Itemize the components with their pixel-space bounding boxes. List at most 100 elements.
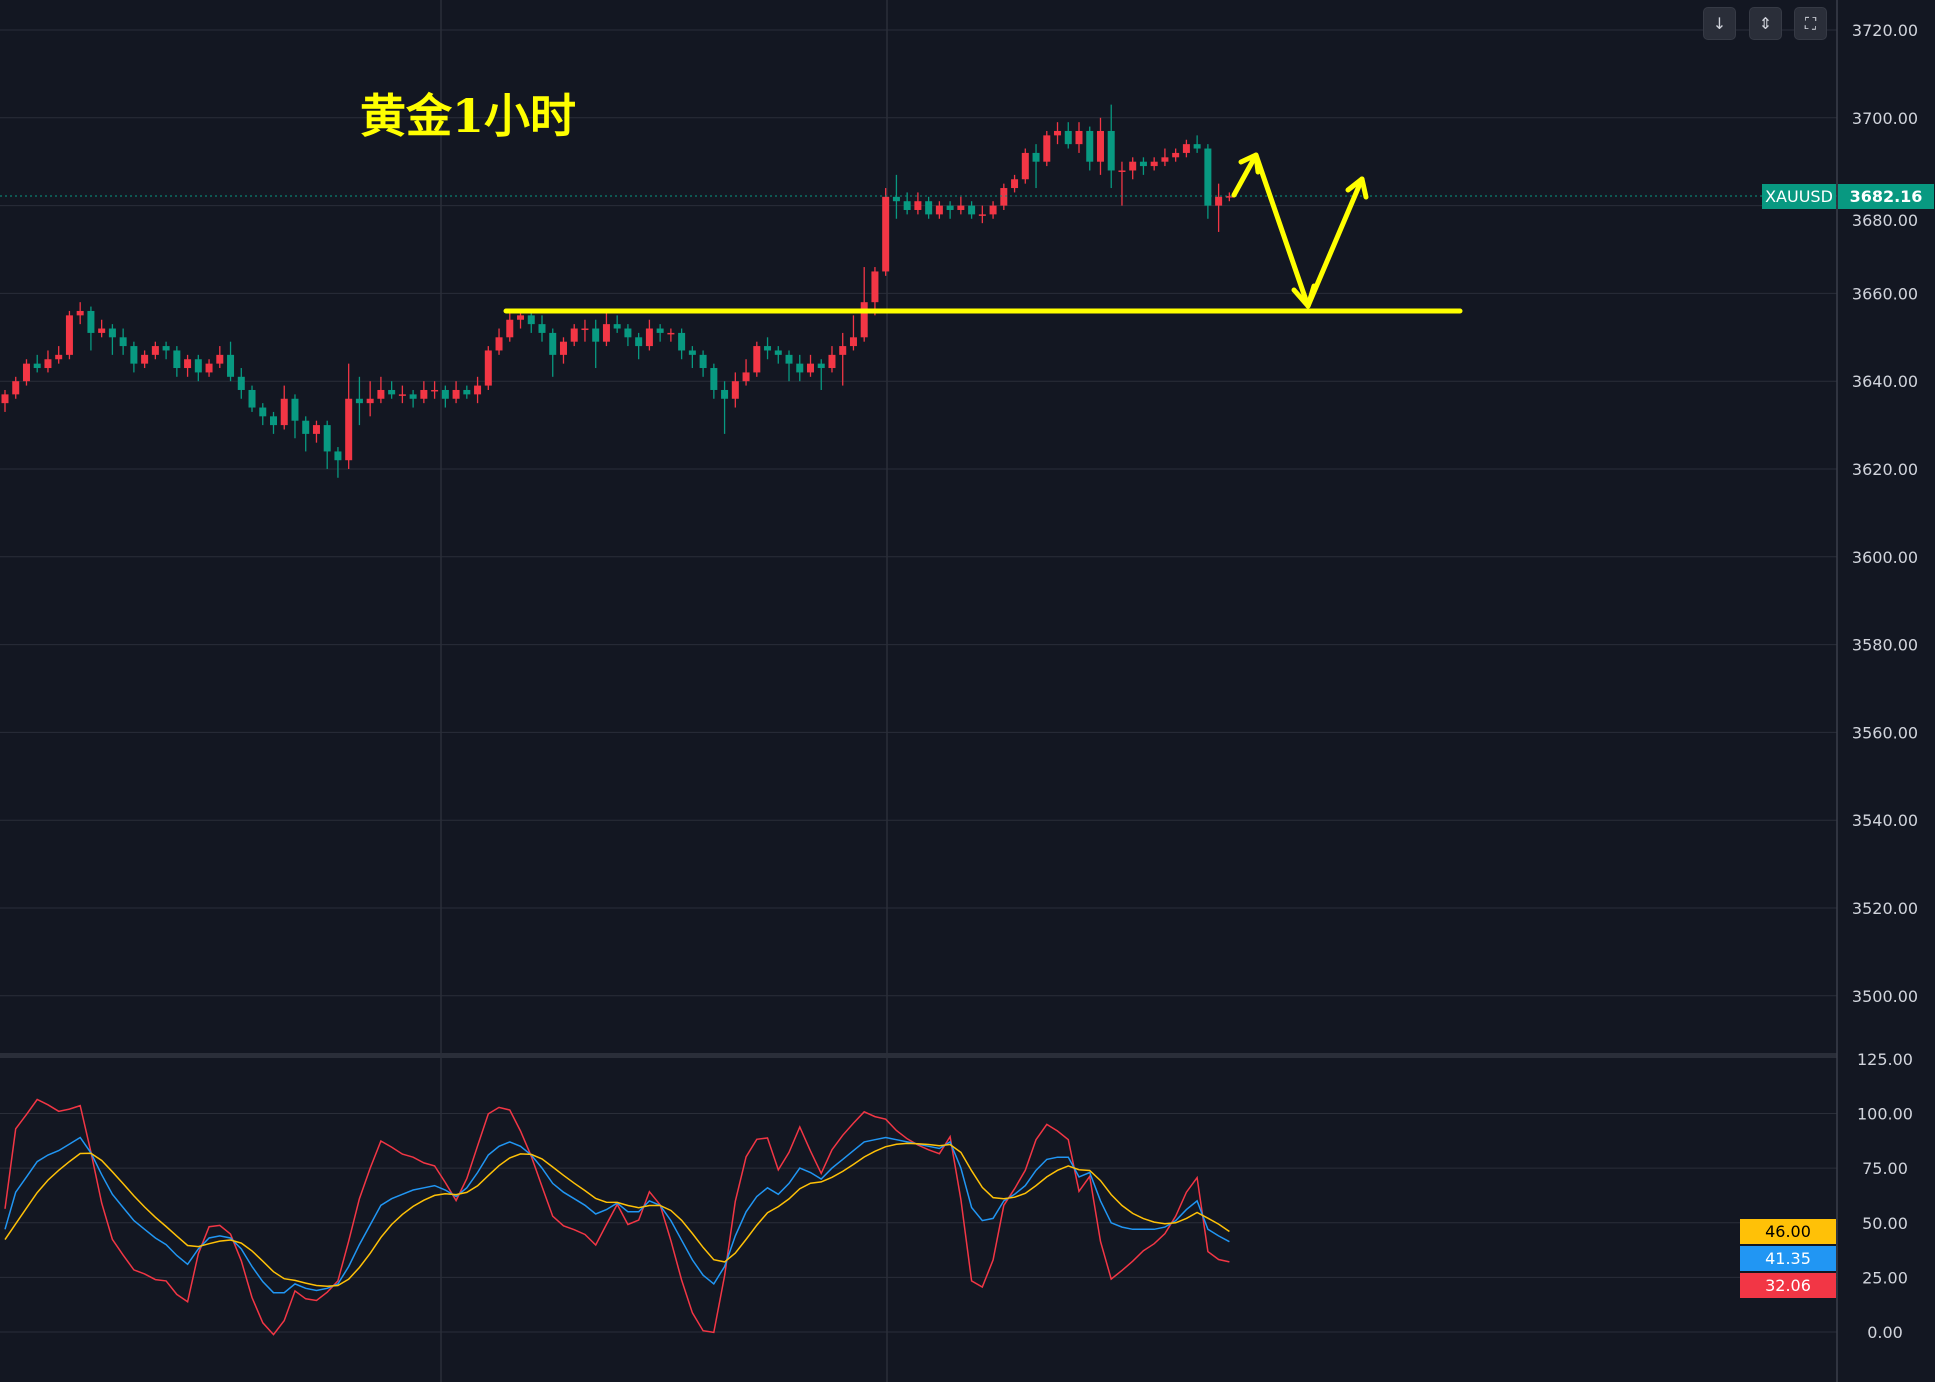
candle-body bbox=[1054, 130, 1062, 136]
candle bbox=[1150, 157, 1158, 171]
candle bbox=[420, 381, 428, 404]
candle bbox=[495, 328, 503, 355]
candle-body bbox=[656, 328, 664, 333]
candle-body bbox=[398, 394, 406, 396]
price-axis-bg[interactable] bbox=[1837, 0, 1935, 1382]
arrowhead-up-1 bbox=[1238, 152, 1261, 175]
collapse-panes-button[interactable]: ⇕ bbox=[1749, 7, 1782, 40]
candle-body bbox=[1075, 130, 1083, 145]
oscillator-lines bbox=[4, 1098, 1230, 1336]
candle bbox=[957, 196, 965, 215]
oscillator-tick-label: 125.00 bbox=[1857, 1050, 1913, 1069]
candle-body bbox=[549, 332, 557, 355]
candle bbox=[1161, 148, 1169, 167]
candle-body bbox=[388, 389, 396, 395]
symbol-tag: XAUUSD bbox=[1762, 184, 1836, 209]
candle-body bbox=[699, 354, 707, 369]
candle bbox=[946, 201, 954, 219]
drawing-annotations[interactable] bbox=[503, 152, 1463, 314]
j-line bbox=[4, 1098, 1230, 1336]
candle-body bbox=[1032, 152, 1040, 162]
candle bbox=[194, 354, 202, 382]
candle bbox=[1215, 183, 1223, 232]
candle-body bbox=[162, 346, 170, 351]
candle-body bbox=[592, 328, 600, 342]
candle bbox=[581, 319, 589, 342]
k-value-tag: 41.35 bbox=[1740, 1246, 1836, 1271]
candle-body bbox=[731, 381, 739, 399]
candle bbox=[849, 315, 857, 351]
price-tick-label: 3640.00 bbox=[1852, 372, 1918, 391]
candle-body bbox=[495, 337, 503, 351]
candle bbox=[903, 192, 911, 215]
candle bbox=[334, 447, 342, 478]
candle bbox=[119, 328, 127, 355]
price-tick-label: 3580.00 bbox=[1852, 636, 1918, 655]
price-tick-label: 3660.00 bbox=[1852, 284, 1918, 303]
candle-body bbox=[903, 201, 911, 210]
candle bbox=[764, 337, 772, 360]
candle-body bbox=[1064, 130, 1072, 145]
candle-body bbox=[753, 346, 761, 373]
candle bbox=[1139, 157, 1147, 175]
candle-body bbox=[270, 416, 277, 426]
candle bbox=[377, 376, 385, 404]
fullscreen-icon: ⛶ bbox=[1804, 13, 1817, 33]
candle-body bbox=[517, 315, 525, 320]
candle bbox=[667, 328, 675, 342]
candle bbox=[882, 188, 890, 276]
candle bbox=[22, 359, 30, 386]
candle-body bbox=[98, 328, 106, 333]
candle-body bbox=[688, 350, 696, 355]
candle-body bbox=[1204, 148, 1212, 206]
candle bbox=[1172, 148, 1180, 162]
candle-body bbox=[355, 398, 363, 404]
candle-body bbox=[506, 319, 514, 338]
candle bbox=[785, 350, 793, 382]
candle bbox=[33, 354, 41, 373]
candle-body bbox=[1043, 135, 1051, 162]
price-tick-label: 3720.00 bbox=[1852, 21, 1918, 40]
candle-body bbox=[559, 341, 567, 355]
candle bbox=[484, 346, 492, 390]
candle-body bbox=[538, 324, 546, 333]
candle bbox=[753, 341, 761, 377]
oscillator-tick-label: 75.00 bbox=[1862, 1159, 1908, 1178]
fullscreen-button[interactable]: ⛶ bbox=[1794, 7, 1827, 40]
candle bbox=[173, 346, 181, 377]
pane-separator[interactable] bbox=[0, 1053, 1837, 1058]
candle-body bbox=[645, 328, 653, 347]
candle bbox=[1032, 144, 1040, 189]
candle-body bbox=[602, 324, 610, 342]
candle bbox=[688, 346, 696, 369]
forecast-path[interactable] bbox=[1231, 152, 1365, 309]
price-tick-label: 3620.00 bbox=[1852, 460, 1918, 479]
candle-body bbox=[935, 205, 943, 215]
candle bbox=[237, 368, 245, 399]
candle bbox=[1054, 122, 1062, 145]
candle-body bbox=[1096, 130, 1104, 162]
candle bbox=[291, 394, 299, 439]
candle-body bbox=[248, 389, 256, 408]
candle-body bbox=[291, 398, 299, 421]
chart-annotation-title: 黄金1小时 bbox=[360, 89, 577, 143]
scroll-to-latest-button[interactable]: ↓ bbox=[1703, 7, 1736, 40]
candle-body bbox=[227, 354, 235, 377]
candle bbox=[989, 201, 997, 219]
candle bbox=[1086, 126, 1094, 171]
candle-body bbox=[323, 425, 331, 452]
candle-body bbox=[1225, 196, 1233, 198]
candle bbox=[796, 354, 804, 382]
candle-body bbox=[130, 346, 138, 364]
candle-body bbox=[1118, 170, 1126, 172]
candle-body bbox=[22, 363, 30, 382]
candle bbox=[205, 359, 213, 377]
candle-body bbox=[151, 346, 159, 355]
candle bbox=[914, 192, 922, 215]
oscillator-tick-label: 50.00 bbox=[1862, 1214, 1908, 1233]
candle-body bbox=[55, 354, 63, 360]
candle bbox=[474, 376, 482, 404]
candle-body bbox=[484, 350, 492, 386]
candle-body bbox=[817, 363, 825, 369]
